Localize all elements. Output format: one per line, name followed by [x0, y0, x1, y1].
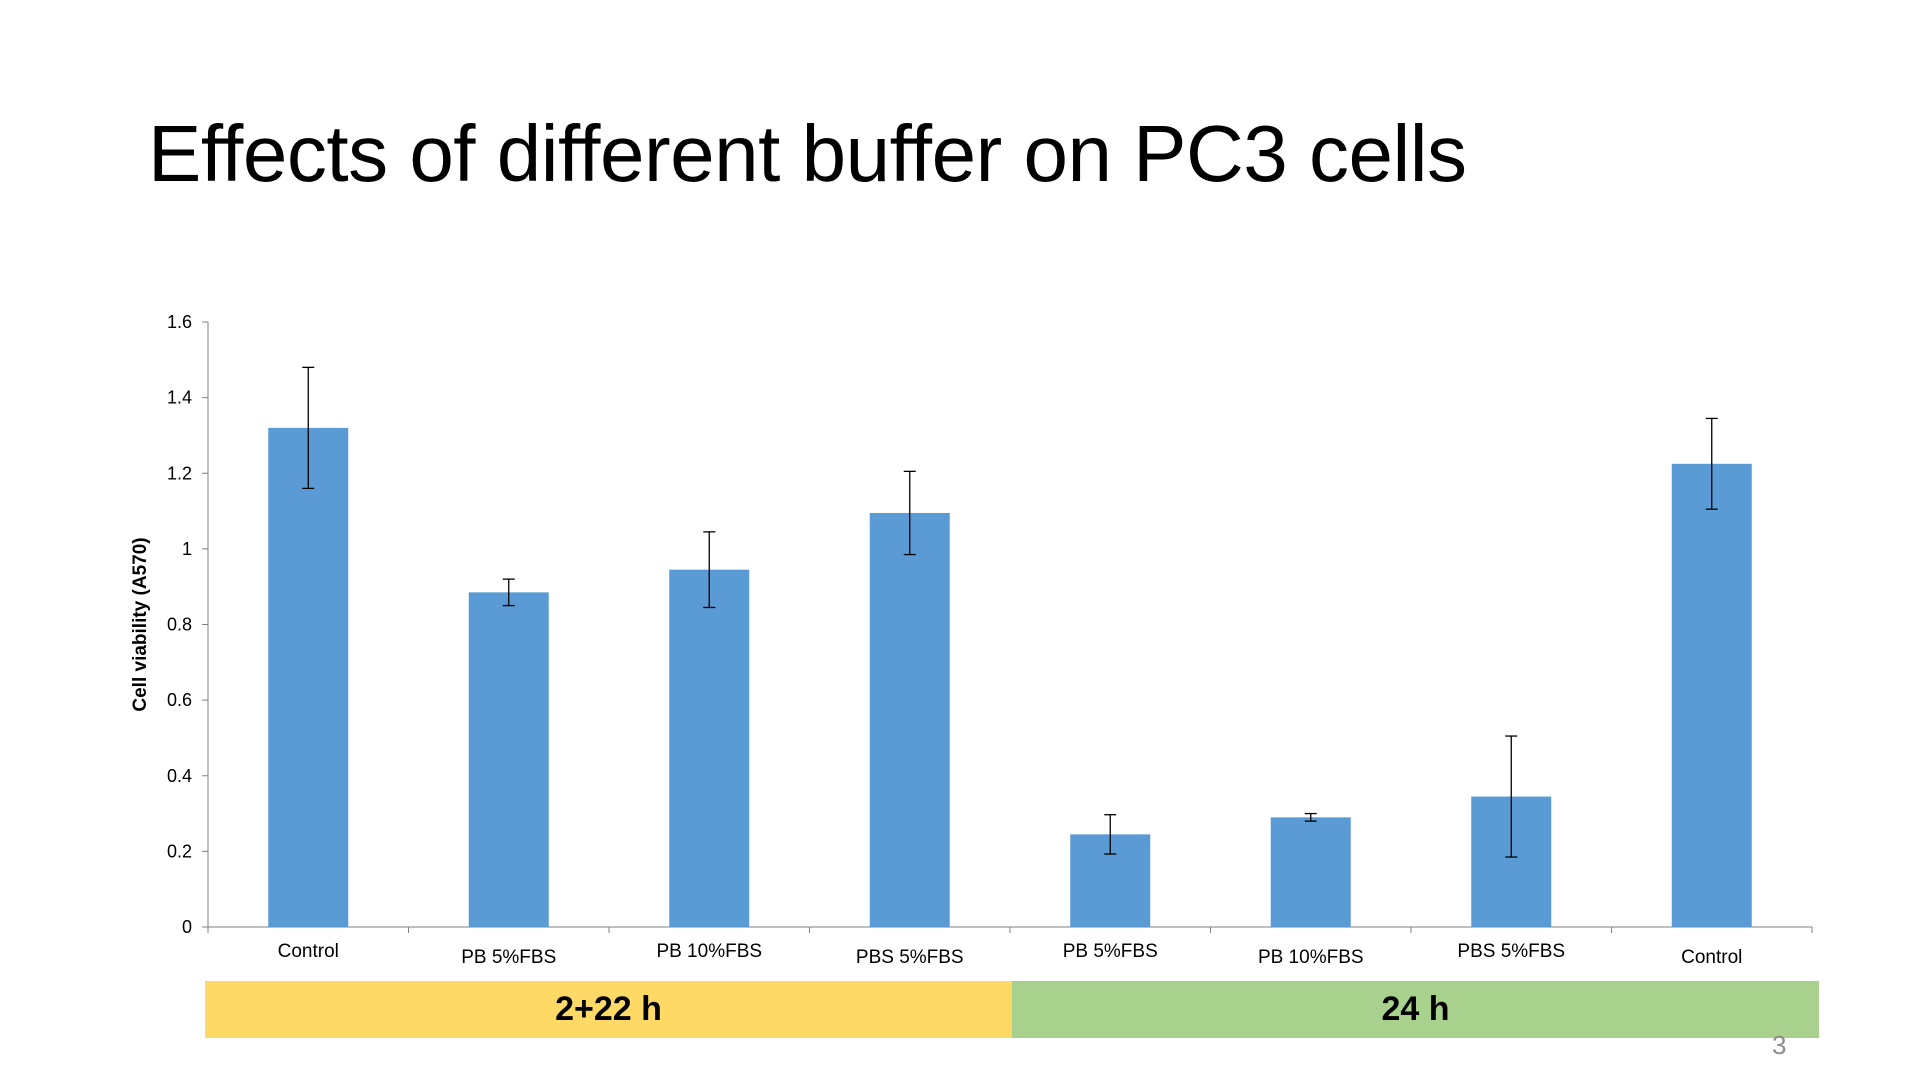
y-axis-label: Cell viability (A570)	[130, 537, 151, 711]
y-tick-label: 0.2	[167, 841, 192, 861]
x-axis: Control PB 5%FBS PB 10%FBS PBS 5%FBS PB 5%FB…	[207, 926, 1813, 968]
bar	[1671, 463, 1752, 927]
y-tick-label: 1.4	[167, 388, 192, 408]
y-tick-label: 1	[182, 539, 192, 559]
x-tick-label: PB 5%FBS	[1063, 941, 1158, 962]
x-tick-label: PB 10%FBS	[656, 941, 762, 962]
bar-series	[268, 427, 1752, 927]
x-tick-label: PB 5%FBS	[461, 947, 556, 968]
group-label: 24 h	[1381, 990, 1450, 1028]
y-axis: 0 0.2 0.4 0.6 0.8 1 1.2 1.4 1.6	[167, 312, 209, 937]
x-tick-label: PB 10%FBS	[1258, 947, 1364, 968]
bar	[268, 427, 349, 927]
y-tick-label: 0.8	[167, 615, 192, 635]
x-tick-label: PBS 5%FBS	[856, 947, 964, 968]
group-band-24h: 24 h	[1012, 981, 1819, 1038]
bar	[669, 569, 750, 927]
group-band-2-22h: 2+22 h	[205, 981, 1012, 1038]
y-tick-label: 0.6	[167, 690, 192, 710]
page-number: 3	[1772, 1030, 1787, 1060]
x-tick-label: PBS 5%FBS	[1457, 941, 1565, 962]
y-tick-label: 1.2	[167, 463, 192, 483]
x-tick-label: Control	[1681, 947, 1742, 968]
bar	[468, 592, 549, 927]
y-tick-label: 0.4	[167, 766, 192, 786]
error-bars	[302, 366, 1718, 858]
slide-title: Effects of different buffer on PC3 cells	[148, 109, 1467, 198]
group-label: 2+22 h	[555, 990, 662, 1028]
bar	[1270, 817, 1351, 927]
bar	[869, 512, 950, 927]
x-tick-label: Control	[278, 941, 339, 962]
y-tick-label: 1.6	[167, 312, 192, 332]
y-tick-label: 0	[182, 917, 192, 937]
